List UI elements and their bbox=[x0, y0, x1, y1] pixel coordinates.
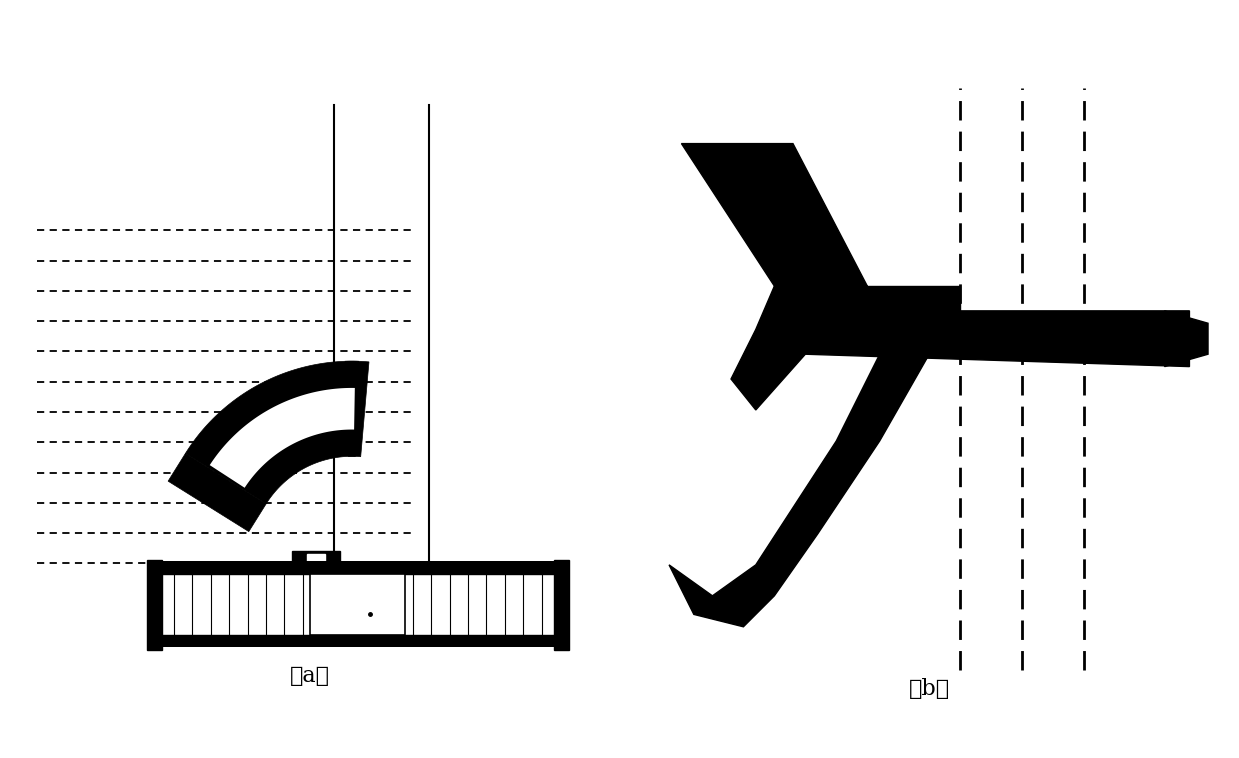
Bar bbox=[554, 560, 569, 650]
Polygon shape bbox=[836, 286, 960, 317]
Polygon shape bbox=[307, 554, 325, 593]
Polygon shape bbox=[805, 311, 1189, 367]
Bar bbox=[146, 560, 161, 650]
Bar bbox=[310, 574, 405, 634]
Polygon shape bbox=[731, 286, 805, 410]
Polygon shape bbox=[1165, 311, 1208, 367]
Polygon shape bbox=[169, 453, 266, 531]
Polygon shape bbox=[209, 388, 354, 488]
Bar bbox=[156, 634, 560, 647]
Text: （a）: （a） bbox=[290, 666, 331, 688]
Bar bbox=[156, 574, 560, 634]
Text: （b）: （b） bbox=[908, 678, 950, 700]
Polygon shape bbox=[344, 361, 369, 457]
Polygon shape bbox=[186, 361, 359, 504]
Polygon shape bbox=[669, 354, 929, 627]
Polygon shape bbox=[774, 286, 886, 330]
Polygon shape bbox=[292, 552, 339, 593]
Bar bbox=[156, 561, 560, 574]
Polygon shape bbox=[681, 143, 867, 286]
